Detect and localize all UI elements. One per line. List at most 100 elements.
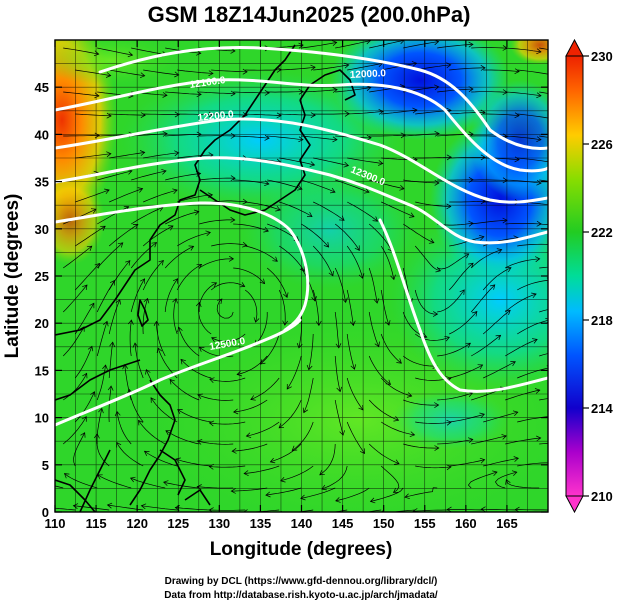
- streamline: [62, 326, 85, 357]
- streamline-arrow: [548, 116, 553, 121]
- streamline-arrow: [535, 435, 542, 442]
- streamline-arrow: [162, 131, 168, 137]
- streamline: [517, 157, 548, 163]
- x-tick-label: 165: [496, 516, 518, 531]
- streamline-arrow: [297, 185, 303, 191]
- streamline-arrow: [180, 358, 186, 365]
- streamline-arrow: [446, 419, 452, 426]
- streamline: [483, 69, 520, 72]
- streamline: [370, 487, 404, 502]
- streamline-arrow: [125, 260, 131, 266]
- streamline-arrow: [501, 434, 507, 440]
- streamline: [279, 157, 315, 166]
- streamline-arrow: [98, 407, 104, 414]
- streamline: [55, 485, 64, 489]
- streamline: [108, 299, 121, 335]
- streamline: [504, 293, 537, 313]
- streamline: [539, 353, 548, 357]
- streamline-arrow: [228, 255, 235, 262]
- streamline-arrow: [102, 364, 108, 370]
- streamline-arrow: [106, 502, 113, 509]
- streamline-arrow: [196, 91, 202, 98]
- streamline-arrow: [89, 302, 95, 309]
- streamline-arrow: [463, 253, 470, 259]
- streamline-arrow: [298, 42, 304, 49]
- streamline: [368, 443, 400, 465]
- streamline: [368, 311, 380, 347]
- streamline: [267, 91, 304, 93]
- streamline: [211, 333, 246, 342]
- streamline: [347, 157, 383, 164]
- streamline: [335, 487, 370, 502]
- streamline-arrow: [140, 278, 146, 284]
- streamline-arrow: [513, 456, 519, 462]
- streamline-arrow: [259, 278, 266, 285]
- streamline: [278, 399, 302, 429]
- streamline: [467, 471, 498, 489]
- streamline-arrow: [209, 377, 215, 383]
- y-tick-label: 15: [35, 363, 49, 378]
- x-tick-label: 135: [250, 516, 272, 531]
- streamline-arrow: [100, 225, 106, 231]
- streamline-arrow: [392, 487, 399, 493]
- streamline: [301, 223, 329, 248]
- contour-label-3: 12000.0: [350, 68, 387, 81]
- streamline: [517, 367, 548, 379]
- streamline-arrow: [243, 470, 249, 477]
- streamline: [369, 40, 405, 49]
- streamline-arrow: [400, 132, 406, 139]
- streamline-arrow: [511, 470, 518, 476]
- streamline: [301, 42, 337, 49]
- streamline-arrow: [428, 238, 435, 244]
- streamline-arrow: [230, 488, 236, 494]
- streamline-arrow: [310, 64, 316, 71]
- streamline-arrow: [107, 385, 114, 391]
- streamline: [414, 289, 438, 315]
- streamline: [74, 346, 93, 379]
- streamline-arrow: [505, 479, 511, 485]
- streamline: [471, 435, 507, 445]
- streamline-arrow: [140, 112, 146, 119]
- streamline: [141, 505, 178, 511]
- streamline-arrow: [137, 187, 144, 193]
- streamline-arrow: [434, 84, 440, 91]
- streamline-arrow: [459, 289, 465, 295]
- streamline: [346, 377, 364, 411]
- streamline: [313, 113, 350, 115]
- streamline-arrow: [378, 108, 384, 115]
- streamline-arrow: [278, 423, 285, 429]
- streamline: [177, 113, 214, 115]
- contour-label-2: 12200.0: [197, 109, 235, 124]
- streamline: [245, 113, 282, 116]
- x-tick-label: 140: [291, 516, 313, 531]
- streamline: [403, 223, 435, 244]
- streamline: [449, 413, 485, 423]
- streamline: [73, 432, 86, 467]
- x-tick-label: 150: [373, 516, 395, 531]
- streamline-arrow: [404, 493, 410, 500]
- streamline: [130, 278, 145, 313]
- streamline: [517, 113, 548, 119]
- streamline: [175, 458, 212, 467]
- streamline-arrow: [275, 205, 281, 212]
- streamline: [380, 289, 390, 326]
- streamline: [505, 258, 540, 269]
- streamline-arrow: [536, 48, 542, 55]
- streamline-arrow: [366, 85, 372, 91]
- streamline: [109, 69, 145, 77]
- streamline-arrow: [468, 41, 474, 48]
- streamline-arrow: [532, 338, 538, 344]
- streamline-arrow: [230, 175, 236, 182]
- streamline-arrow: [444, 335, 450, 342]
- streamline-arrow: [269, 457, 276, 464]
- streamline: [180, 359, 212, 379]
- streamline: [447, 509, 484, 511]
- streamline: [108, 342, 114, 379]
- streamline: [177, 69, 214, 74]
- credit-data: Data from http://database.rish.kyoto-u.a…: [164, 590, 438, 601]
- streamline-arrow: [129, 476, 136, 483]
- streamline: [75, 69, 111, 76]
- streamline-arrow: [138, 419, 144, 426]
- streamline: [303, 377, 314, 413]
- streamline: [244, 289, 258, 323]
